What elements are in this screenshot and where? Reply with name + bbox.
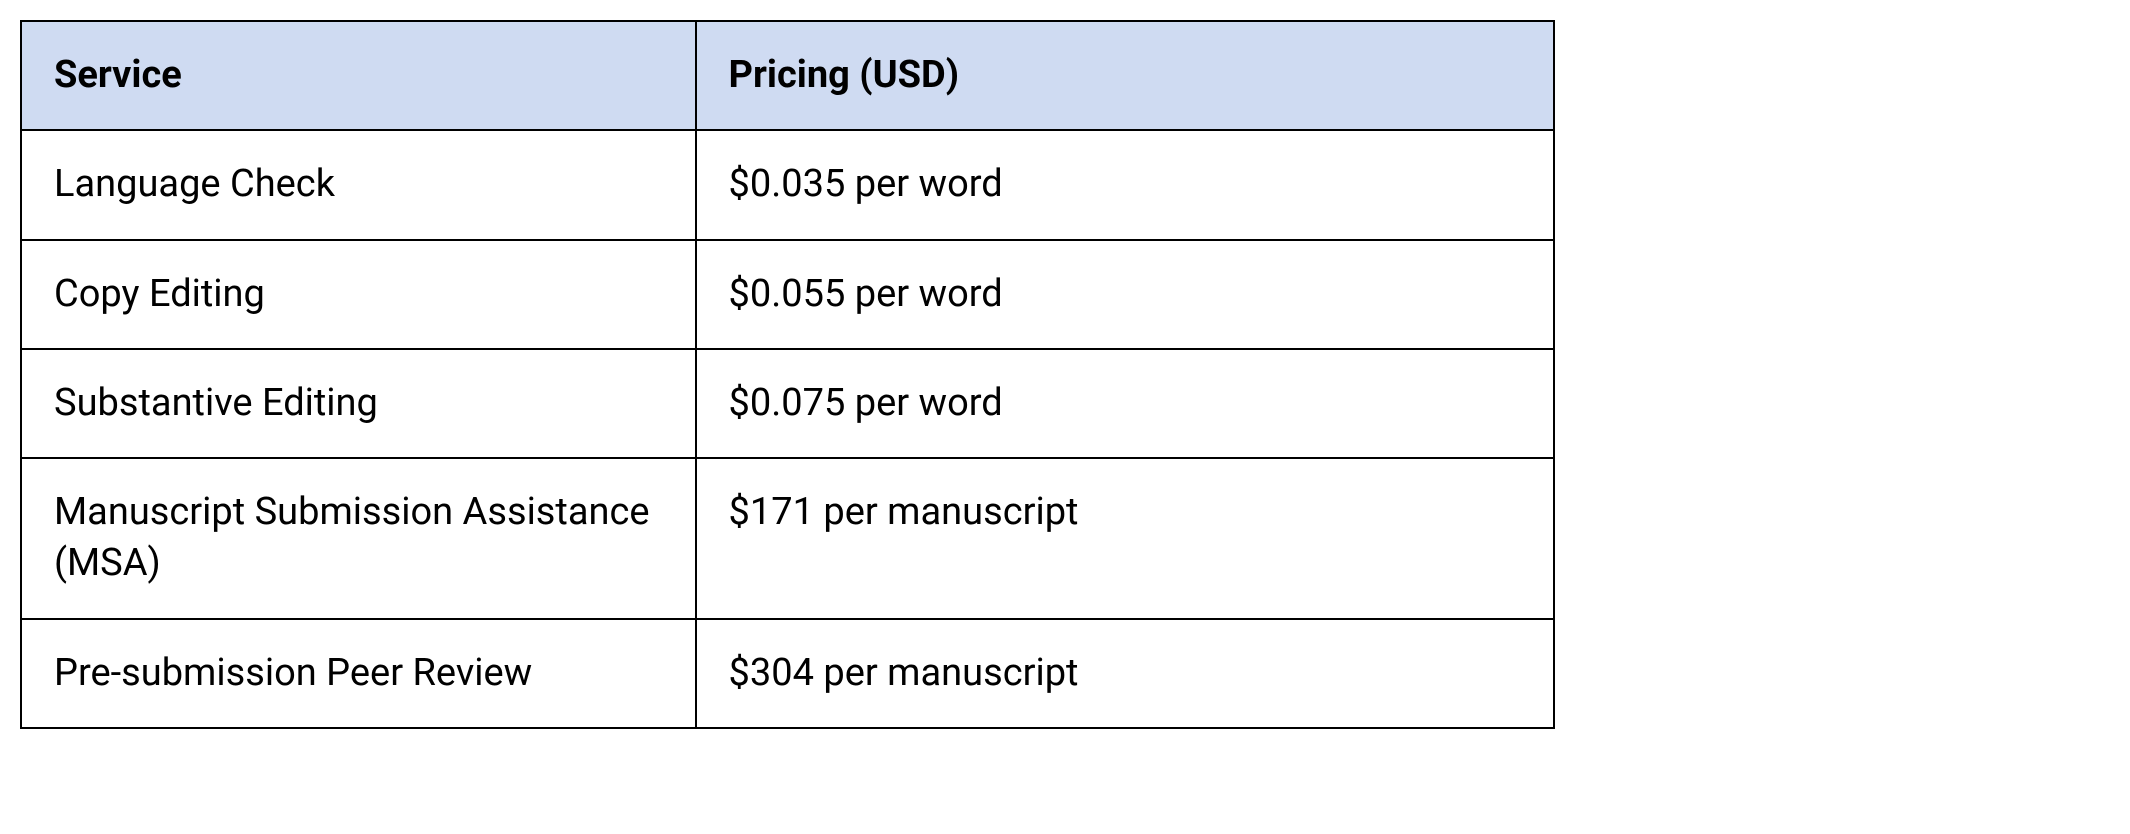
table-row: Language Check $0.035 per word (21, 130, 1554, 239)
pricing-cell: $0.035 per word (696, 130, 1554, 239)
table-row: Substantive Editing $0.075 per word (21, 349, 1554, 458)
pricing-cell: $0.075 per word (696, 349, 1554, 458)
column-header-pricing: Pricing (USD) (696, 21, 1554, 130)
pricing-cell: $171 per manuscript (696, 458, 1554, 619)
service-cell: Language Check (21, 130, 696, 239)
column-header-service: Service (21, 21, 696, 130)
service-cell: Manuscript Submission Assistance (MSA) (21, 458, 696, 619)
service-cell: Pre-submission Peer Review (21, 619, 696, 728)
table-row: Copy Editing $0.055 per word (21, 240, 1554, 349)
service-cell: Copy Editing (21, 240, 696, 349)
table-row: Manuscript Submission Assistance (MSA) $… (21, 458, 1554, 619)
pricing-cell: $0.055 per word (696, 240, 1554, 349)
pricing-cell: $304 per manuscript (696, 619, 1554, 728)
table-header-row: Service Pricing (USD) (21, 21, 1554, 130)
pricing-table: Service Pricing (USD) Language Check $0.… (20, 20, 1555, 729)
service-cell: Substantive Editing (21, 349, 696, 458)
table-row: Pre-submission Peer Review $304 per manu… (21, 619, 1554, 728)
